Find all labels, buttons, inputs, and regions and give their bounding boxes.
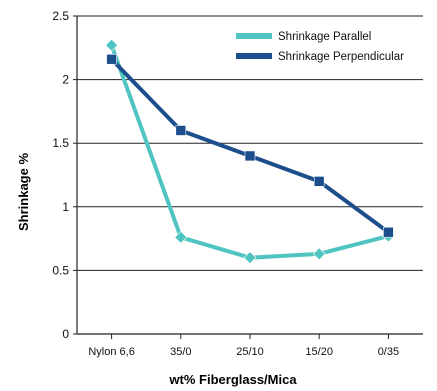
data-point-perpendicular — [175, 125, 187, 136]
data-point-perpendicular — [313, 176, 325, 187]
x-tick-labels: Nylon 6,6 35/0 25/10 15/20 0/35 — [88, 346, 399, 358]
y-tick-label: 2.5 — [52, 9, 69, 23]
data-point-parallel — [243, 251, 257, 265]
x-tick-label: 15/20 — [305, 346, 333, 358]
legend-label-parallel: Shrinkage Parallel — [278, 31, 371, 43]
y-tick-label: 0.5 — [52, 263, 69, 277]
y-axis-label: Shrinkage % — [16, 153, 31, 231]
y-tick-label: 1.5 — [52, 136, 69, 150]
y-tick-label: 0 — [62, 327, 69, 341]
legend: Shrinkage Parallel Shrinkage Perpendicul… — [236, 31, 404, 63]
axes — [73, 15, 423, 339]
data-point-perpendicular — [383, 226, 394, 238]
y-tick-labels: 0 0.5 1 1.5 2 2.5 — [52, 9, 69, 341]
series — [105, 38, 395, 265]
x-tick-label: 25/10 — [236, 346, 264, 358]
series-line-perpendicular — [109, 57, 391, 235]
x-axis-label: wt% Fiberglass/Mica — [168, 372, 297, 387]
data-point-parallel — [174, 230, 188, 244]
x-tick-label: Nylon 6,6 — [88, 346, 134, 358]
legend-item-parallel: Shrinkage Parallel — [236, 31, 371, 43]
y-tick-label: 2 — [62, 73, 69, 87]
grid-lines — [77, 15, 423, 271]
legend-item-perpendicular: Shrinkage Perpendicular — [236, 51, 404, 63]
x-tick-label: 0/35 — [378, 346, 399, 358]
y-tick-label: 1 — [62, 200, 69, 214]
legend-label-perpendicular: Shrinkage Perpendicular — [278, 51, 404, 63]
x-tick-label: 35/0 — [170, 346, 191, 358]
data-point-perpendicular — [244, 150, 256, 162]
data-point-perpendicular — [106, 53, 117, 65]
data-point-parallel — [312, 247, 326, 261]
data-point-parallel — [105, 38, 119, 52]
